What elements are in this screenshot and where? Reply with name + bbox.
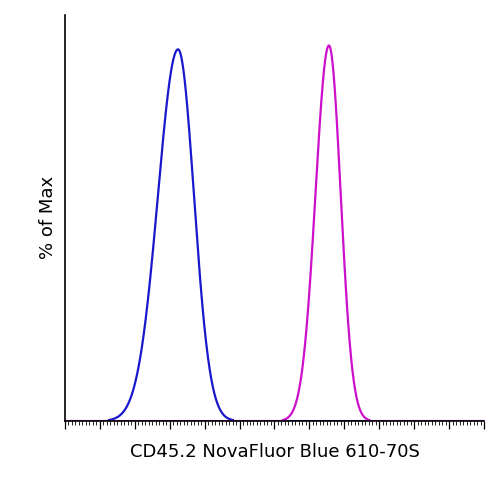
Y-axis label: % of Max: % of Max [38, 176, 56, 259]
X-axis label: CD45.2 NovaFluor Blue 610-70S: CD45.2 NovaFluor Blue 610-70S [130, 443, 419, 461]
